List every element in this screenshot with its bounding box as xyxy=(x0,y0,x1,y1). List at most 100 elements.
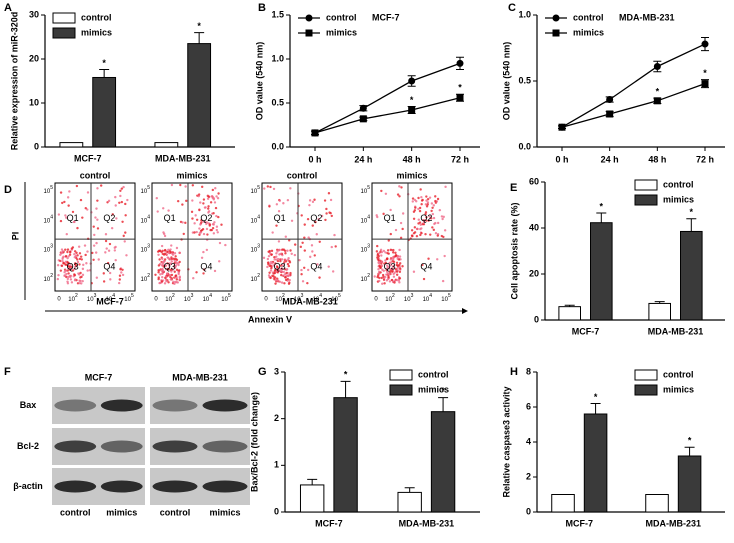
tick-exponent: 5 xyxy=(50,185,53,191)
event-dot xyxy=(157,253,160,256)
event-dot xyxy=(389,232,392,236)
event-dot xyxy=(198,208,201,211)
lane-label: control xyxy=(160,507,191,517)
tick-exponent: 2 xyxy=(147,273,150,279)
event-dot xyxy=(382,278,386,282)
event-dot xyxy=(169,275,172,279)
event-dot xyxy=(158,258,161,261)
event-dot xyxy=(391,269,394,273)
event-dot xyxy=(286,277,289,281)
quadrant-label: Q4 xyxy=(420,262,432,272)
event-dot xyxy=(279,264,283,267)
event-dot xyxy=(167,251,171,255)
error-bar xyxy=(99,69,110,78)
event-dot xyxy=(159,273,162,276)
event-dot xyxy=(441,279,445,283)
x-tick-label: 24 h xyxy=(354,154,372,164)
event-dot xyxy=(420,195,423,199)
protein-label: Bax xyxy=(20,400,37,410)
event-dot xyxy=(198,233,201,236)
event-dot xyxy=(380,250,384,254)
bar xyxy=(59,142,84,148)
event-dot xyxy=(114,204,117,207)
plot-title: control xyxy=(80,170,111,180)
event-dot xyxy=(79,271,82,275)
x-tick-label: 48 h xyxy=(403,154,421,164)
tick-exponent: 4 xyxy=(367,215,370,221)
marker xyxy=(456,94,464,102)
y-tick-label: 30 xyxy=(29,9,39,19)
bar xyxy=(648,302,672,321)
tick-base: 10 xyxy=(404,297,411,303)
event-dot xyxy=(384,275,387,279)
event-dot xyxy=(434,221,437,225)
event-dot xyxy=(262,256,266,260)
event-dot xyxy=(104,233,108,236)
event-dot xyxy=(65,263,68,267)
event-dot xyxy=(81,273,85,277)
marker xyxy=(558,123,566,131)
event-dot xyxy=(276,279,280,282)
event-dot xyxy=(174,255,177,258)
blot-band xyxy=(100,480,143,493)
significance-star: * xyxy=(600,201,604,211)
event-dot xyxy=(66,282,70,285)
legend-marker xyxy=(305,29,313,37)
event-dot xyxy=(202,272,205,275)
event-dot xyxy=(377,268,380,271)
event-dot xyxy=(273,256,276,259)
event-dot xyxy=(175,246,179,250)
event-dot xyxy=(114,245,117,249)
event-dot xyxy=(118,201,121,205)
event-dot xyxy=(70,265,73,269)
tick-exponent: 4 xyxy=(147,215,150,221)
significance-star: * xyxy=(197,21,201,31)
event-dot xyxy=(62,262,65,265)
event-dot xyxy=(443,254,446,258)
event-dot xyxy=(384,192,388,195)
protein-label: Bcl-2 xyxy=(17,441,39,451)
event-dot xyxy=(160,244,164,248)
event-dot xyxy=(415,234,419,238)
event-dot xyxy=(96,199,99,202)
error-bar xyxy=(654,301,665,304)
event-dot xyxy=(311,224,314,227)
blot-band xyxy=(202,399,248,412)
event-dot xyxy=(389,258,392,261)
tick-exponent: 4 xyxy=(112,293,115,299)
event-dot xyxy=(328,211,331,214)
y-tick-label: 1.0 xyxy=(271,53,284,63)
event-dot xyxy=(182,232,185,236)
event-dot xyxy=(419,227,422,231)
tick-exponent: 3 xyxy=(257,244,260,250)
event-dot xyxy=(214,186,217,190)
event-dot xyxy=(69,275,72,279)
event-dot xyxy=(73,273,77,277)
event-dot xyxy=(419,233,422,237)
event-dot xyxy=(427,219,430,222)
tick-label: 104 xyxy=(313,293,323,302)
bar xyxy=(677,455,702,513)
error-bar xyxy=(686,218,697,232)
tick-label: 103 xyxy=(184,293,194,302)
x-tick-label: MCF-7 xyxy=(74,153,102,163)
bar xyxy=(299,484,325,513)
event-dot xyxy=(199,223,202,226)
event-dot xyxy=(266,265,269,269)
tick-label: 103 xyxy=(44,244,54,253)
significance-star: * xyxy=(703,68,707,78)
event-dot xyxy=(266,185,269,188)
y-tick-label: 40 xyxy=(529,222,539,232)
event-dot xyxy=(63,274,66,277)
event-dot xyxy=(288,278,291,282)
event-dot xyxy=(161,257,164,261)
event-dot xyxy=(385,264,389,267)
event-dot xyxy=(195,230,198,234)
event-dot xyxy=(157,264,161,267)
event-dot xyxy=(279,258,282,261)
event-dot xyxy=(157,277,160,281)
event-dot xyxy=(285,268,289,271)
event-dot xyxy=(91,251,94,255)
y-tick-label: 20 xyxy=(29,53,39,63)
event-dot xyxy=(69,267,73,271)
